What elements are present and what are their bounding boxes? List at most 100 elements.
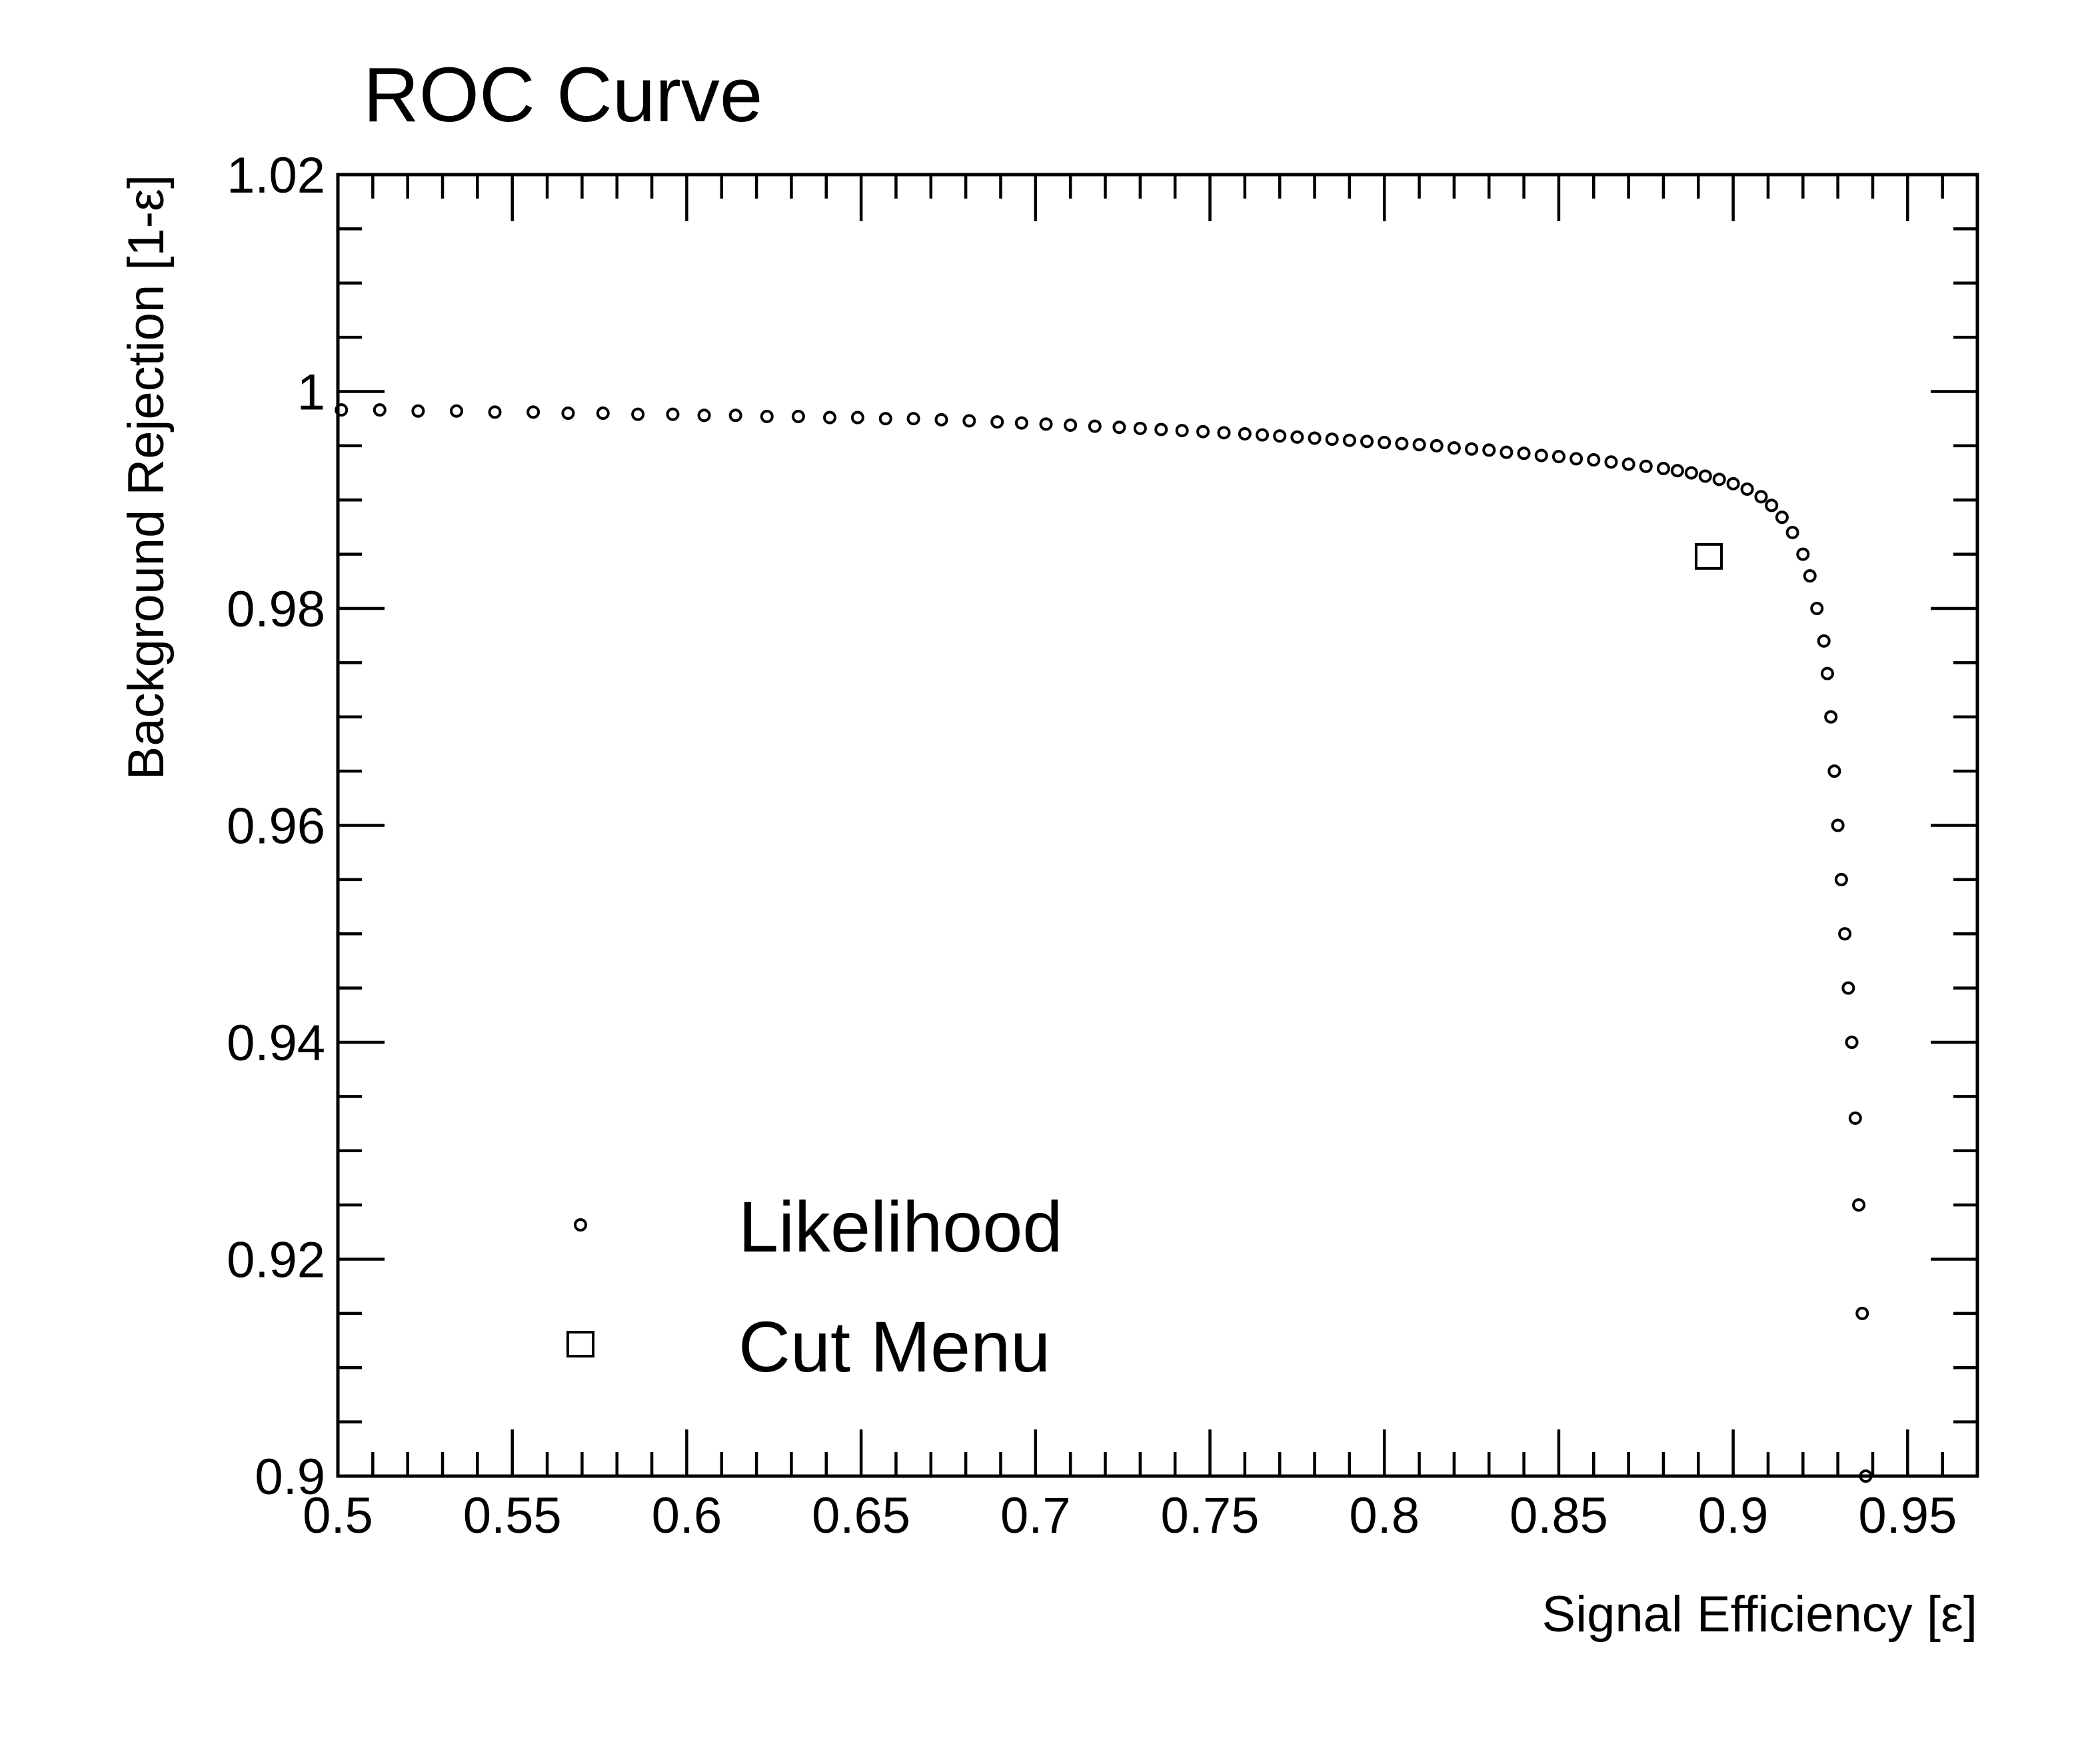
- likelihood-point: [1154, 423, 1168, 437]
- likelihood-point: [1841, 981, 1855, 995]
- likelihood-point: [1196, 425, 1210, 438]
- cut-menu-point: [1694, 542, 1723, 570]
- likelihood-point: [1552, 450, 1566, 464]
- y-tick-label: 0.96: [227, 798, 325, 855]
- likelihood-point: [1824, 710, 1838, 724]
- likelihood-point: [1014, 416, 1028, 430]
- x-tick-label: 0.95: [1858, 1487, 1957, 1544]
- likelihood-point: [760, 409, 774, 423]
- likelihood-point: [962, 414, 976, 428]
- likelihood-point: [1785, 526, 1799, 540]
- x-axis-label: Signal Efficiency [ε]: [1542, 1586, 1977, 1643]
- likelihood-point: [1827, 764, 1841, 778]
- likelihood-point: [1740, 482, 1754, 496]
- likelihood-point: [878, 412, 892, 426]
- legend-marker-cut-menu: [566, 1331, 594, 1357]
- likelihood-point: [1712, 472, 1726, 486]
- likelihood-point: [1412, 438, 1426, 452]
- x-tick-label: 0.55: [463, 1487, 562, 1544]
- likelihood-point: [1820, 666, 1834, 680]
- likelihood-point: [1308, 431, 1322, 445]
- likelihood-point: [1325, 433, 1339, 446]
- likelihood-point: [488, 405, 502, 419]
- likelihood-point: [596, 407, 610, 421]
- likelihood-point: [1604, 455, 1618, 469]
- axis-ticks: [336, 173, 1979, 1478]
- likelihood-point: [1482, 443, 1496, 457]
- likelihood-point: [666, 407, 680, 421]
- likelihood-point: [934, 413, 948, 427]
- likelihood-point: [1621, 457, 1635, 471]
- likelihood-point: [1587, 453, 1601, 467]
- likelihood-point: [1838, 927, 1852, 941]
- likelihood-point: [449, 404, 463, 418]
- likelihood-point: [1534, 448, 1548, 462]
- y-axis-label: Background Rejection [1-ε]: [118, 175, 175, 780]
- x-tick-label: 0.6: [652, 1487, 722, 1544]
- likelihood-point: [335, 403, 349, 417]
- likelihood-point: [823, 411, 836, 425]
- likelihood-point: [1465, 442, 1479, 456]
- likelihood-point: [1698, 469, 1712, 483]
- likelihood-point: [1290, 430, 1304, 444]
- likelihood-point: [1500, 445, 1514, 459]
- likelihood-point: [1064, 418, 1078, 432]
- likelihood-point: [1670, 464, 1684, 478]
- likelihood-point: [697, 409, 711, 423]
- likelihood-point: [411, 404, 425, 418]
- likelihood-point: [1395, 437, 1409, 450]
- likelihood-point: [1754, 490, 1768, 504]
- likelihood-point: [1447, 441, 1461, 455]
- x-tick-label: 0.9: [1698, 1487, 1769, 1544]
- y-tick-label: 0.92: [227, 1232, 325, 1289]
- likelihood-point: [1765, 498, 1779, 512]
- likelihood-point: [1430, 438, 1444, 452]
- plot-frame: [336, 173, 1979, 1478]
- likelihood-point: [850, 411, 864, 425]
- likelihood-point: [1848, 1111, 1862, 1125]
- likelihood-point: [1273, 429, 1287, 443]
- likelihood-point: [1039, 417, 1053, 431]
- chart-title: ROC Curve: [363, 51, 762, 138]
- likelihood-point: [1088, 419, 1102, 433]
- likelihood-point: [373, 403, 387, 417]
- likelihood-point: [1133, 421, 1147, 435]
- x-tick-label: 0.75: [1161, 1487, 1260, 1544]
- x-tick-label: 0.5: [303, 1487, 373, 1544]
- legend-label-cut-menu: Cut Menu: [738, 1306, 1050, 1387]
- x-tick-label: 0.85: [1510, 1487, 1608, 1544]
- likelihood-point: [1217, 426, 1231, 440]
- likelihood-point: [1684, 466, 1698, 480]
- likelihood-point: [1803, 569, 1817, 583]
- x-tick-label: 0.65: [812, 1487, 910, 1544]
- likelihood-point: [1817, 634, 1831, 648]
- likelihood-point: [1831, 818, 1845, 832]
- x-tick-label: 0.8: [1349, 1487, 1420, 1544]
- likelihood-point: [1360, 435, 1374, 448]
- likelihood-point: [1859, 1469, 1873, 1483]
- likelihood-point: [728, 409, 742, 423]
- likelihood-point: [561, 407, 575, 421]
- likelihood-point: [1256, 428, 1270, 442]
- data-points: [335, 403, 1873, 1483]
- likelihood-point: [1378, 435, 1392, 449]
- likelihood-point: [791, 409, 805, 423]
- axis-tick-labels: 0.5 0.55 0.6 0.65 0.7 0.75 0.8 0.85 0.9 0.95 0.9 0.…: [227, 147, 1957, 1544]
- legend: Likelihood Cut Menu: [566, 1186, 1062, 1387]
- likelihood-point: [1775, 510, 1789, 524]
- legend-label-likelihood: Likelihood: [738, 1186, 1062, 1267]
- y-tick-label: 0.94: [227, 1015, 325, 1072]
- likelihood-point: [1726, 476, 1740, 490]
- x-tick-label: 0.7: [1000, 1487, 1071, 1544]
- likelihood-point: [1342, 433, 1356, 447]
- likelihood-point: [1112, 421, 1126, 435]
- likelihood-point: [1834, 872, 1848, 886]
- likelihood-point: [1570, 452, 1583, 466]
- likelihood-point: [1845, 1036, 1859, 1049]
- likelihood-point: [631, 407, 645, 421]
- likelihood-point: [1855, 1306, 1869, 1320]
- likelihood-point: [1810, 602, 1824, 615]
- likelihood-point: [526, 405, 540, 419]
- likelihood-point: [990, 415, 1004, 429]
